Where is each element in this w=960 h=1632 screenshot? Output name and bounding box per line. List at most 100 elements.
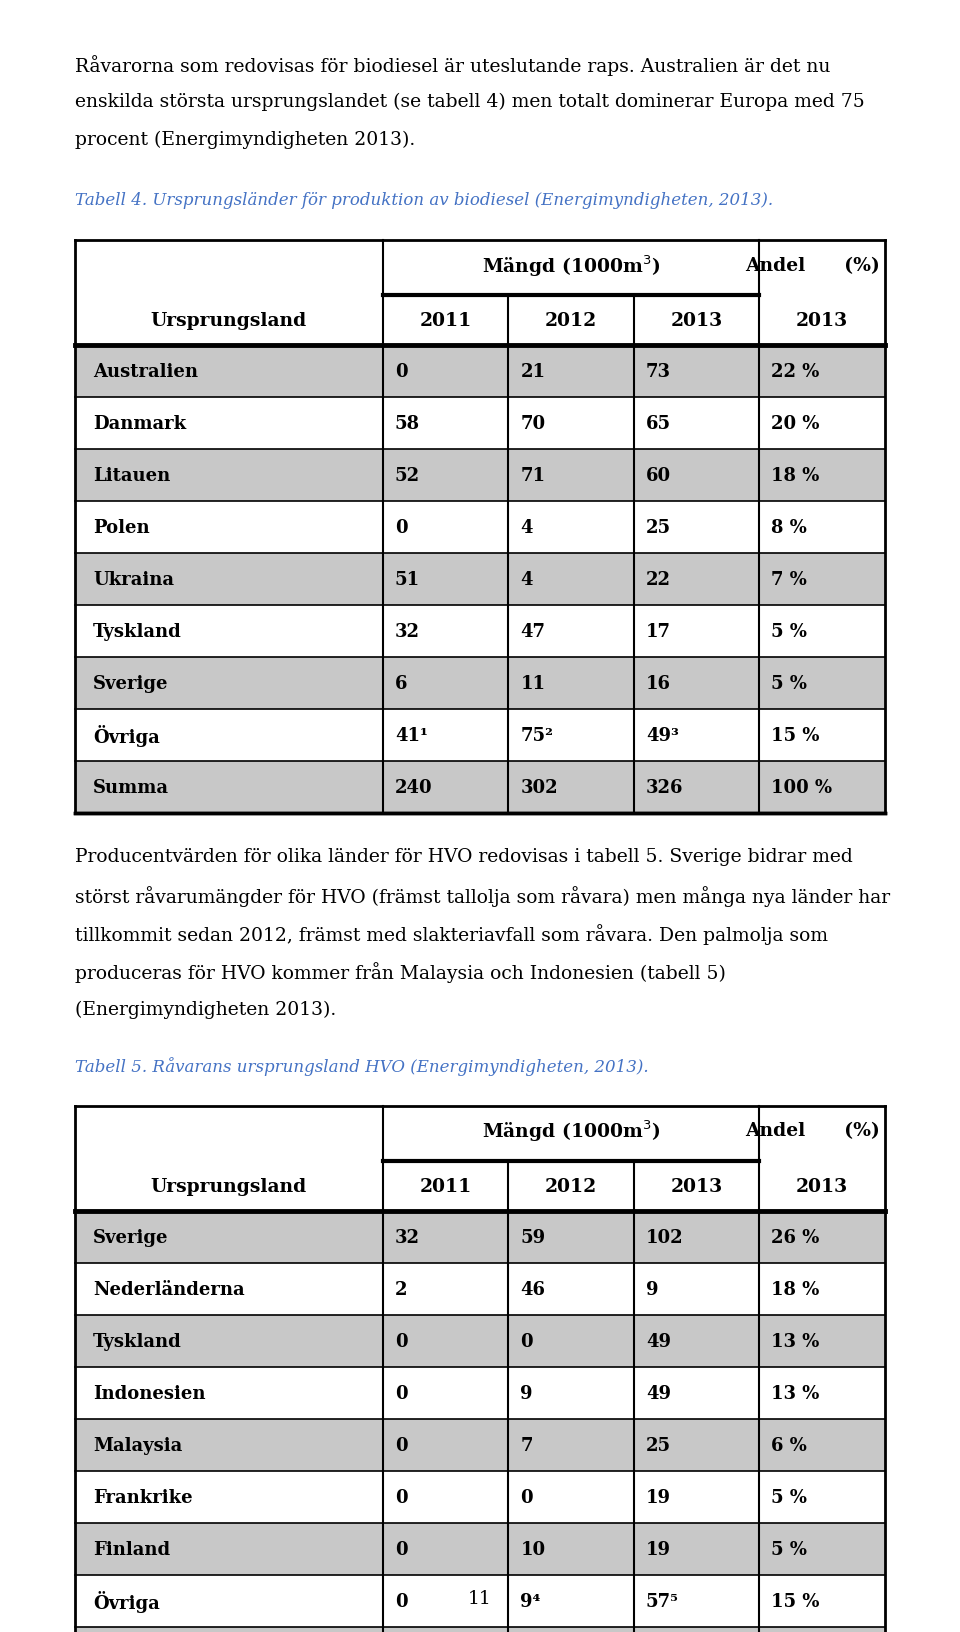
Text: Tabell 5. Råvarans ursprungsland HVO (Energimyndigheten, 2013).: Tabell 5. Råvarans ursprungsland HVO (En… <box>75 1058 649 1075</box>
Text: 10: 10 <box>520 1541 545 1559</box>
Bar <box>75 398 885 450</box>
Bar <box>75 1160 885 1211</box>
Text: 49: 49 <box>646 1332 671 1350</box>
Text: 13 %: 13 % <box>772 1384 820 1402</box>
Text: (Energimyndigheten 2013).: (Energimyndigheten 2013). <box>75 1000 336 1018</box>
Text: störst råvarumängder för HVO (främst tallolja som råvara) men många nya länder h: störst råvarumängder för HVO (främst tal… <box>75 886 890 907</box>
Bar <box>75 1315 885 1368</box>
Text: Polen: Polen <box>93 519 150 537</box>
Text: 0: 0 <box>395 1384 407 1402</box>
Text: 75²: 75² <box>520 726 553 744</box>
Text: Ursprungsland: Ursprungsland <box>151 1177 307 1195</box>
Text: Sverige: Sverige <box>93 1227 169 1247</box>
Text: 2013: 2013 <box>670 312 723 330</box>
Text: 32: 32 <box>395 623 420 641</box>
Bar <box>75 1575 885 1627</box>
Text: 2013: 2013 <box>796 1177 849 1195</box>
Text: 302: 302 <box>520 778 558 796</box>
Bar <box>75 503 885 553</box>
Text: 65: 65 <box>646 415 671 432</box>
Text: Tyskland: Tyskland <box>93 1332 181 1350</box>
Text: Tabell 4. Ursprungsländer för produktion av biodiesel (Energimyndigheten, 2013).: Tabell 4. Ursprungsländer för produktion… <box>75 191 773 209</box>
Text: 26 %: 26 % <box>772 1227 820 1247</box>
Text: 41¹: 41¹ <box>395 726 427 744</box>
Text: 18 %: 18 % <box>772 467 820 485</box>
Bar <box>75 450 885 503</box>
Text: 21: 21 <box>520 362 545 380</box>
Text: 2011: 2011 <box>420 312 471 330</box>
Text: 57⁵: 57⁵ <box>646 1591 679 1609</box>
Text: procent (Energimyndigheten 2013).: procent (Energimyndigheten 2013). <box>75 131 416 149</box>
Bar <box>75 1263 885 1315</box>
Text: 16: 16 <box>646 674 671 692</box>
Bar <box>75 605 885 658</box>
Text: Summa: Summa <box>93 778 169 796</box>
Text: 9: 9 <box>520 1384 533 1402</box>
Text: 7: 7 <box>520 1436 533 1454</box>
Text: 0: 0 <box>395 1591 407 1609</box>
Text: Råvarorna som redovisas för biodiesel är uteslutande raps. Australien är det nu: Råvarorna som redovisas för biodiesel är… <box>75 55 830 77</box>
Text: 11: 11 <box>520 674 545 692</box>
Text: 58: 58 <box>395 415 420 432</box>
Text: Australien: Australien <box>93 362 198 380</box>
Text: 0: 0 <box>395 1332 407 1350</box>
Text: 0: 0 <box>395 1436 407 1454</box>
Text: 17: 17 <box>646 623 671 641</box>
Bar <box>75 710 885 762</box>
Text: 4: 4 <box>520 519 533 537</box>
Text: 5 %: 5 % <box>772 623 807 641</box>
Text: 60: 60 <box>646 467 671 485</box>
Text: Indonesien: Indonesien <box>93 1384 205 1402</box>
Text: 70: 70 <box>520 415 545 432</box>
Text: 6 %: 6 % <box>772 1436 807 1454</box>
Text: 19: 19 <box>646 1488 671 1506</box>
Text: tillkommit sedan 2012, främst med slakteriavfall som råvara. Den palmolja som: tillkommit sedan 2012, främst med slakte… <box>75 924 828 945</box>
Text: 9: 9 <box>646 1279 659 1297</box>
Bar <box>75 553 885 605</box>
Text: Mängd (1000m$^3$): Mängd (1000m$^3$) <box>482 1118 660 1144</box>
Text: 8 %: 8 % <box>772 519 807 537</box>
Bar <box>75 1418 885 1470</box>
Text: 15 %: 15 % <box>772 726 820 744</box>
Text: 0: 0 <box>395 1541 407 1559</box>
Text: Malaysia: Malaysia <box>93 1436 182 1454</box>
Text: enskilda största ursprungslandet (se tabell 4) men totalt dominerar Europa med 7: enskilda största ursprungslandet (se tab… <box>75 93 865 111</box>
Text: 73: 73 <box>646 362 671 380</box>
Text: 22: 22 <box>646 571 671 589</box>
Text: 49³: 49³ <box>646 726 679 744</box>
Text: 22 %: 22 % <box>772 362 820 380</box>
Text: 13 %: 13 % <box>772 1332 820 1350</box>
Bar <box>75 242 885 295</box>
Text: 240: 240 <box>395 778 432 796</box>
Text: 4: 4 <box>520 571 533 589</box>
Text: 102: 102 <box>646 1227 684 1247</box>
Text: 25: 25 <box>646 519 671 537</box>
Text: Andel      (%): Andel (%) <box>745 1121 879 1139</box>
Bar <box>75 1627 885 1632</box>
Text: produceras för HVO kommer från Malaysia och Indonesien (tabell 5): produceras för HVO kommer från Malaysia … <box>75 961 726 982</box>
Text: Ukraina: Ukraina <box>93 571 174 589</box>
Text: Tyskland: Tyskland <box>93 623 181 641</box>
Text: 2013: 2013 <box>796 312 849 330</box>
Text: 11: 11 <box>468 1590 492 1608</box>
Text: Ursprungsland: Ursprungsland <box>151 312 307 330</box>
Text: 52: 52 <box>395 467 420 485</box>
Text: 0: 0 <box>395 362 407 380</box>
Text: 0: 0 <box>395 519 407 537</box>
Text: 5 %: 5 % <box>772 674 807 692</box>
Text: 9⁴: 9⁴ <box>520 1591 540 1609</box>
Text: 46: 46 <box>520 1279 545 1297</box>
Text: 0: 0 <box>395 1488 407 1506</box>
Bar <box>75 346 885 398</box>
Text: 2012: 2012 <box>545 312 597 330</box>
Text: 49: 49 <box>646 1384 671 1402</box>
Text: Mängd (1000m$^3$): Mängd (1000m$^3$) <box>482 253 660 279</box>
Bar <box>75 1523 885 1575</box>
Bar <box>75 295 885 346</box>
Text: 326: 326 <box>646 778 684 796</box>
Text: Frankrike: Frankrike <box>93 1488 193 1506</box>
Text: 59: 59 <box>520 1227 545 1247</box>
Text: 2013: 2013 <box>670 1177 723 1195</box>
Text: 2011: 2011 <box>420 1177 471 1195</box>
Bar <box>75 1368 885 1418</box>
